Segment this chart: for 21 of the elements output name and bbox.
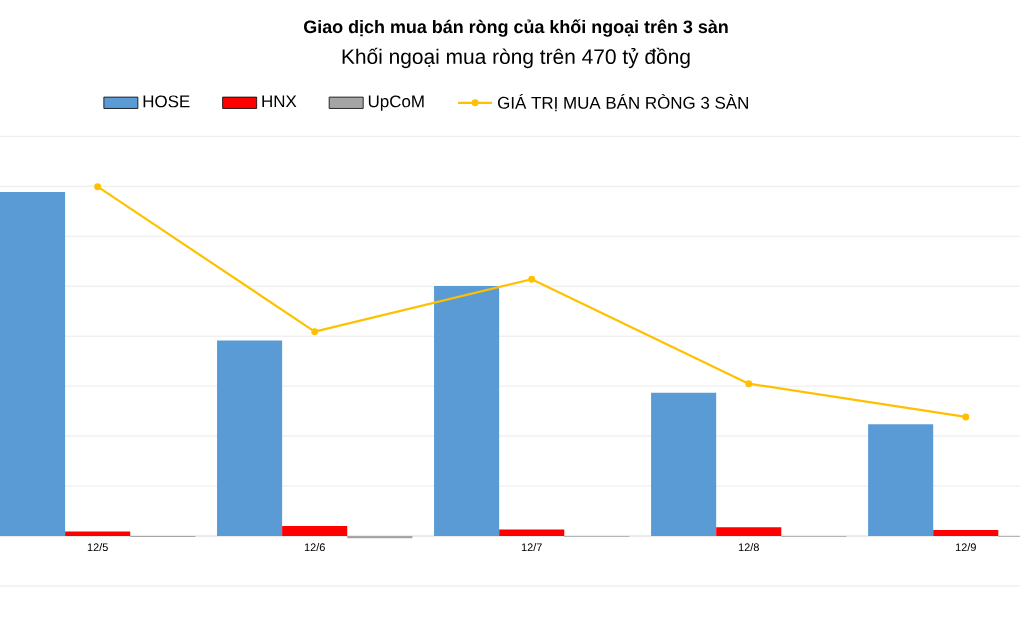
point xyxy=(528,275,536,283)
point xyxy=(311,328,319,336)
chart-subtitle: Khối ngoại mua ròng trên 470 tỷ đồng xyxy=(342,47,690,69)
bar xyxy=(499,529,565,537)
legend-label: GIÁ TRỊ MUA BÁN RÒNG 3 SÀN xyxy=(498,93,748,112)
bar xyxy=(0,191,66,537)
bar xyxy=(933,530,999,537)
bar xyxy=(434,285,500,537)
bar xyxy=(65,531,131,537)
legend-label: HOSE xyxy=(143,95,190,108)
bar xyxy=(282,525,348,537)
point xyxy=(962,413,970,421)
bar xyxy=(217,340,283,537)
bar xyxy=(868,424,934,537)
legend-label: HNX xyxy=(262,95,297,108)
legend-label: UpCoM xyxy=(368,95,424,111)
point xyxy=(745,380,753,388)
chart-title: Giao dịch mua bán ròng của khối ngoại trên 3 sàn xyxy=(304,19,728,37)
bar xyxy=(716,527,782,537)
bar xyxy=(651,392,717,537)
point xyxy=(94,183,102,191)
